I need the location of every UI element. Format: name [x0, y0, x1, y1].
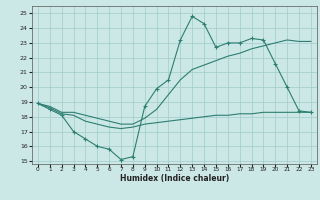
X-axis label: Humidex (Indice chaleur): Humidex (Indice chaleur) — [120, 174, 229, 183]
